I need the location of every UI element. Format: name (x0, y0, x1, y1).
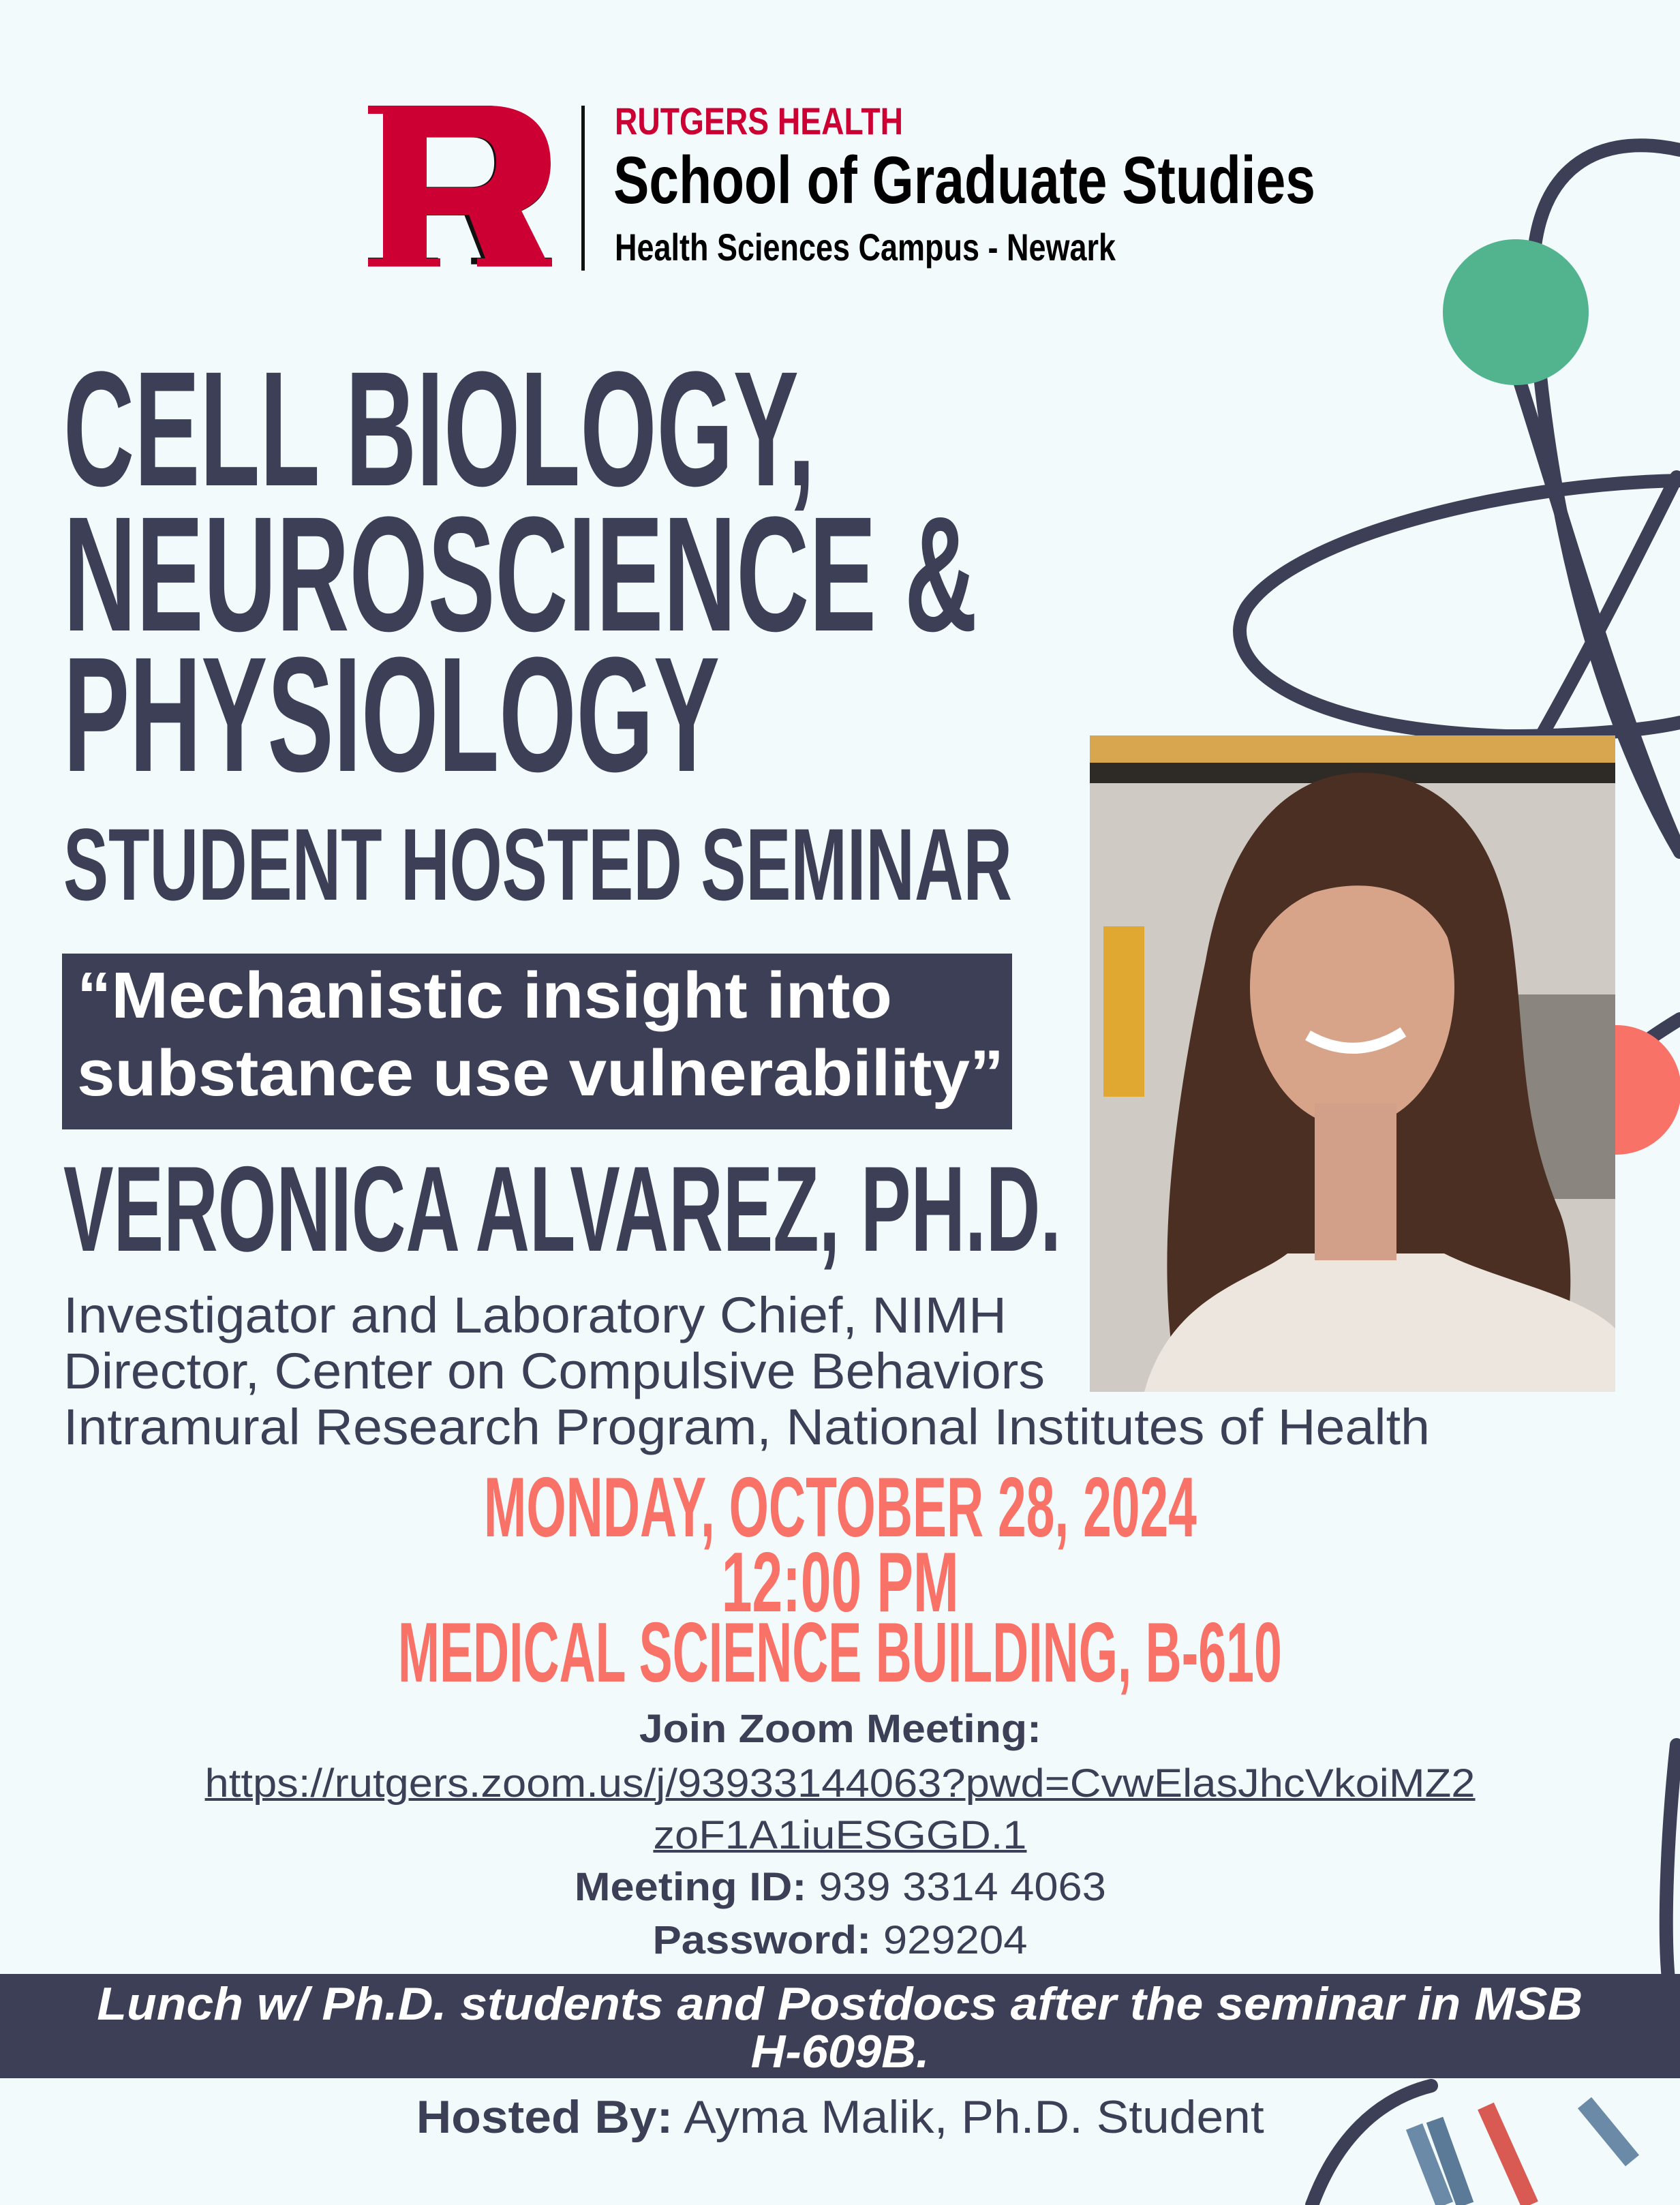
event-date: MONDAY, OCTOBER 28, 2024 (483, 1461, 1197, 1555)
logo-divider (581, 106, 585, 271)
rutgers-r-logo (368, 106, 552, 267)
zoom-link-line-2[interactable]: zoF1A1iuESGGD.1 (653, 1813, 1027, 1857)
password-label: Password: (652, 1918, 872, 1962)
zoom-link-continued[interactable]: zoF1A1iuESGGD.1 (0, 1816, 1680, 1855)
green-circle (1443, 239, 1589, 385)
strip-blue-2 (1426, 2116, 1474, 2205)
orbit-right-edge (1659, 1738, 1680, 1997)
talk-title-box: “Mechanistic insight into substance use … (62, 954, 1012, 1129)
campus-name: Health Sciences Campus - Newark (615, 226, 1116, 269)
orbit-horizontal (1233, 474, 1680, 744)
strip-red (1478, 2102, 1538, 2205)
speaker-affiliation: Investigator and Laboratory Chief, NIMH (63, 1287, 1007, 1343)
meeting-id-value: 939 3314 4063 (818, 1865, 1106, 1909)
org-name: RUTGERS HEALTH (615, 100, 903, 142)
department-title-line-3: PHYSIOLOGY (63, 623, 720, 806)
speaker-name: VERONICA ALVAREZ, PH.D. (63, 1141, 1061, 1277)
orbit-bottom (1305, 2079, 1438, 2205)
zoom-link[interactable]: https://rutgers.zoom.us/j/93933144063?pw… (0, 1764, 1680, 1804)
seminar-subtitle: STUDENT HOSTED SEMINAR (63, 807, 1012, 922)
orbit-diagonal (1527, 470, 1680, 757)
speaker-photo (1090, 735, 1615, 1392)
lunch-banner: Lunch w/ Ph.D. students and Postdocs aft… (0, 1974, 1680, 2078)
speaker-affiliation: Intramural Research Program, National In… (63, 1399, 1430, 1455)
speaker-affiliation: Director, Center on Compulsive Behaviors (63, 1343, 1045, 1399)
department-title-line-2: NEUROSCIENCE & (63, 483, 977, 665)
orbit-line (1513, 375, 1680, 859)
strip-blue-1 (1405, 2123, 1454, 2205)
meeting-id: Meeting ID: 939 3314 4063 (0, 1868, 1680, 1907)
meeting-id-label: Meeting ID: (574, 1865, 807, 1909)
password: Password: 929204 (0, 1921, 1680, 1960)
lunch-banner-line-1: Lunch w/ Ph.D. students and Postdocs aft… (97, 1978, 1583, 2030)
department-title-line-1: CELL BIOLOGY, (63, 337, 815, 520)
zoom-link-line-1[interactable]: https://rutgers.zoom.us/j/93933144063?pw… (204, 1761, 1476, 1806)
host-name: Ayma Malik, Ph.D. Student (684, 2091, 1264, 2143)
event-time: 12:00 PM (721, 1536, 959, 1630)
password-value: 929204 (883, 1918, 1028, 1962)
zoom-heading: Join Zoom Meeting: (639, 1707, 1041, 1751)
strip-blue-3 (1577, 2097, 1640, 2167)
talk-title-line-2: substance use vulnerability” (77, 1037, 1004, 1110)
host-line: Hosted By: Ayma Malik, Ph.D. Student (0, 2094, 1680, 2140)
host-label: Hosted By: (416, 2091, 673, 2143)
lunch-banner-line-2: H-609B. (750, 2026, 930, 2078)
school-name: School of Graduate Studies (613, 142, 1315, 217)
event-location: MEDICAL SCIENCE BUILDING, B-610 (398, 1606, 1282, 1700)
talk-title-line-1: “Mechanistic insight into (77, 959, 892, 1032)
